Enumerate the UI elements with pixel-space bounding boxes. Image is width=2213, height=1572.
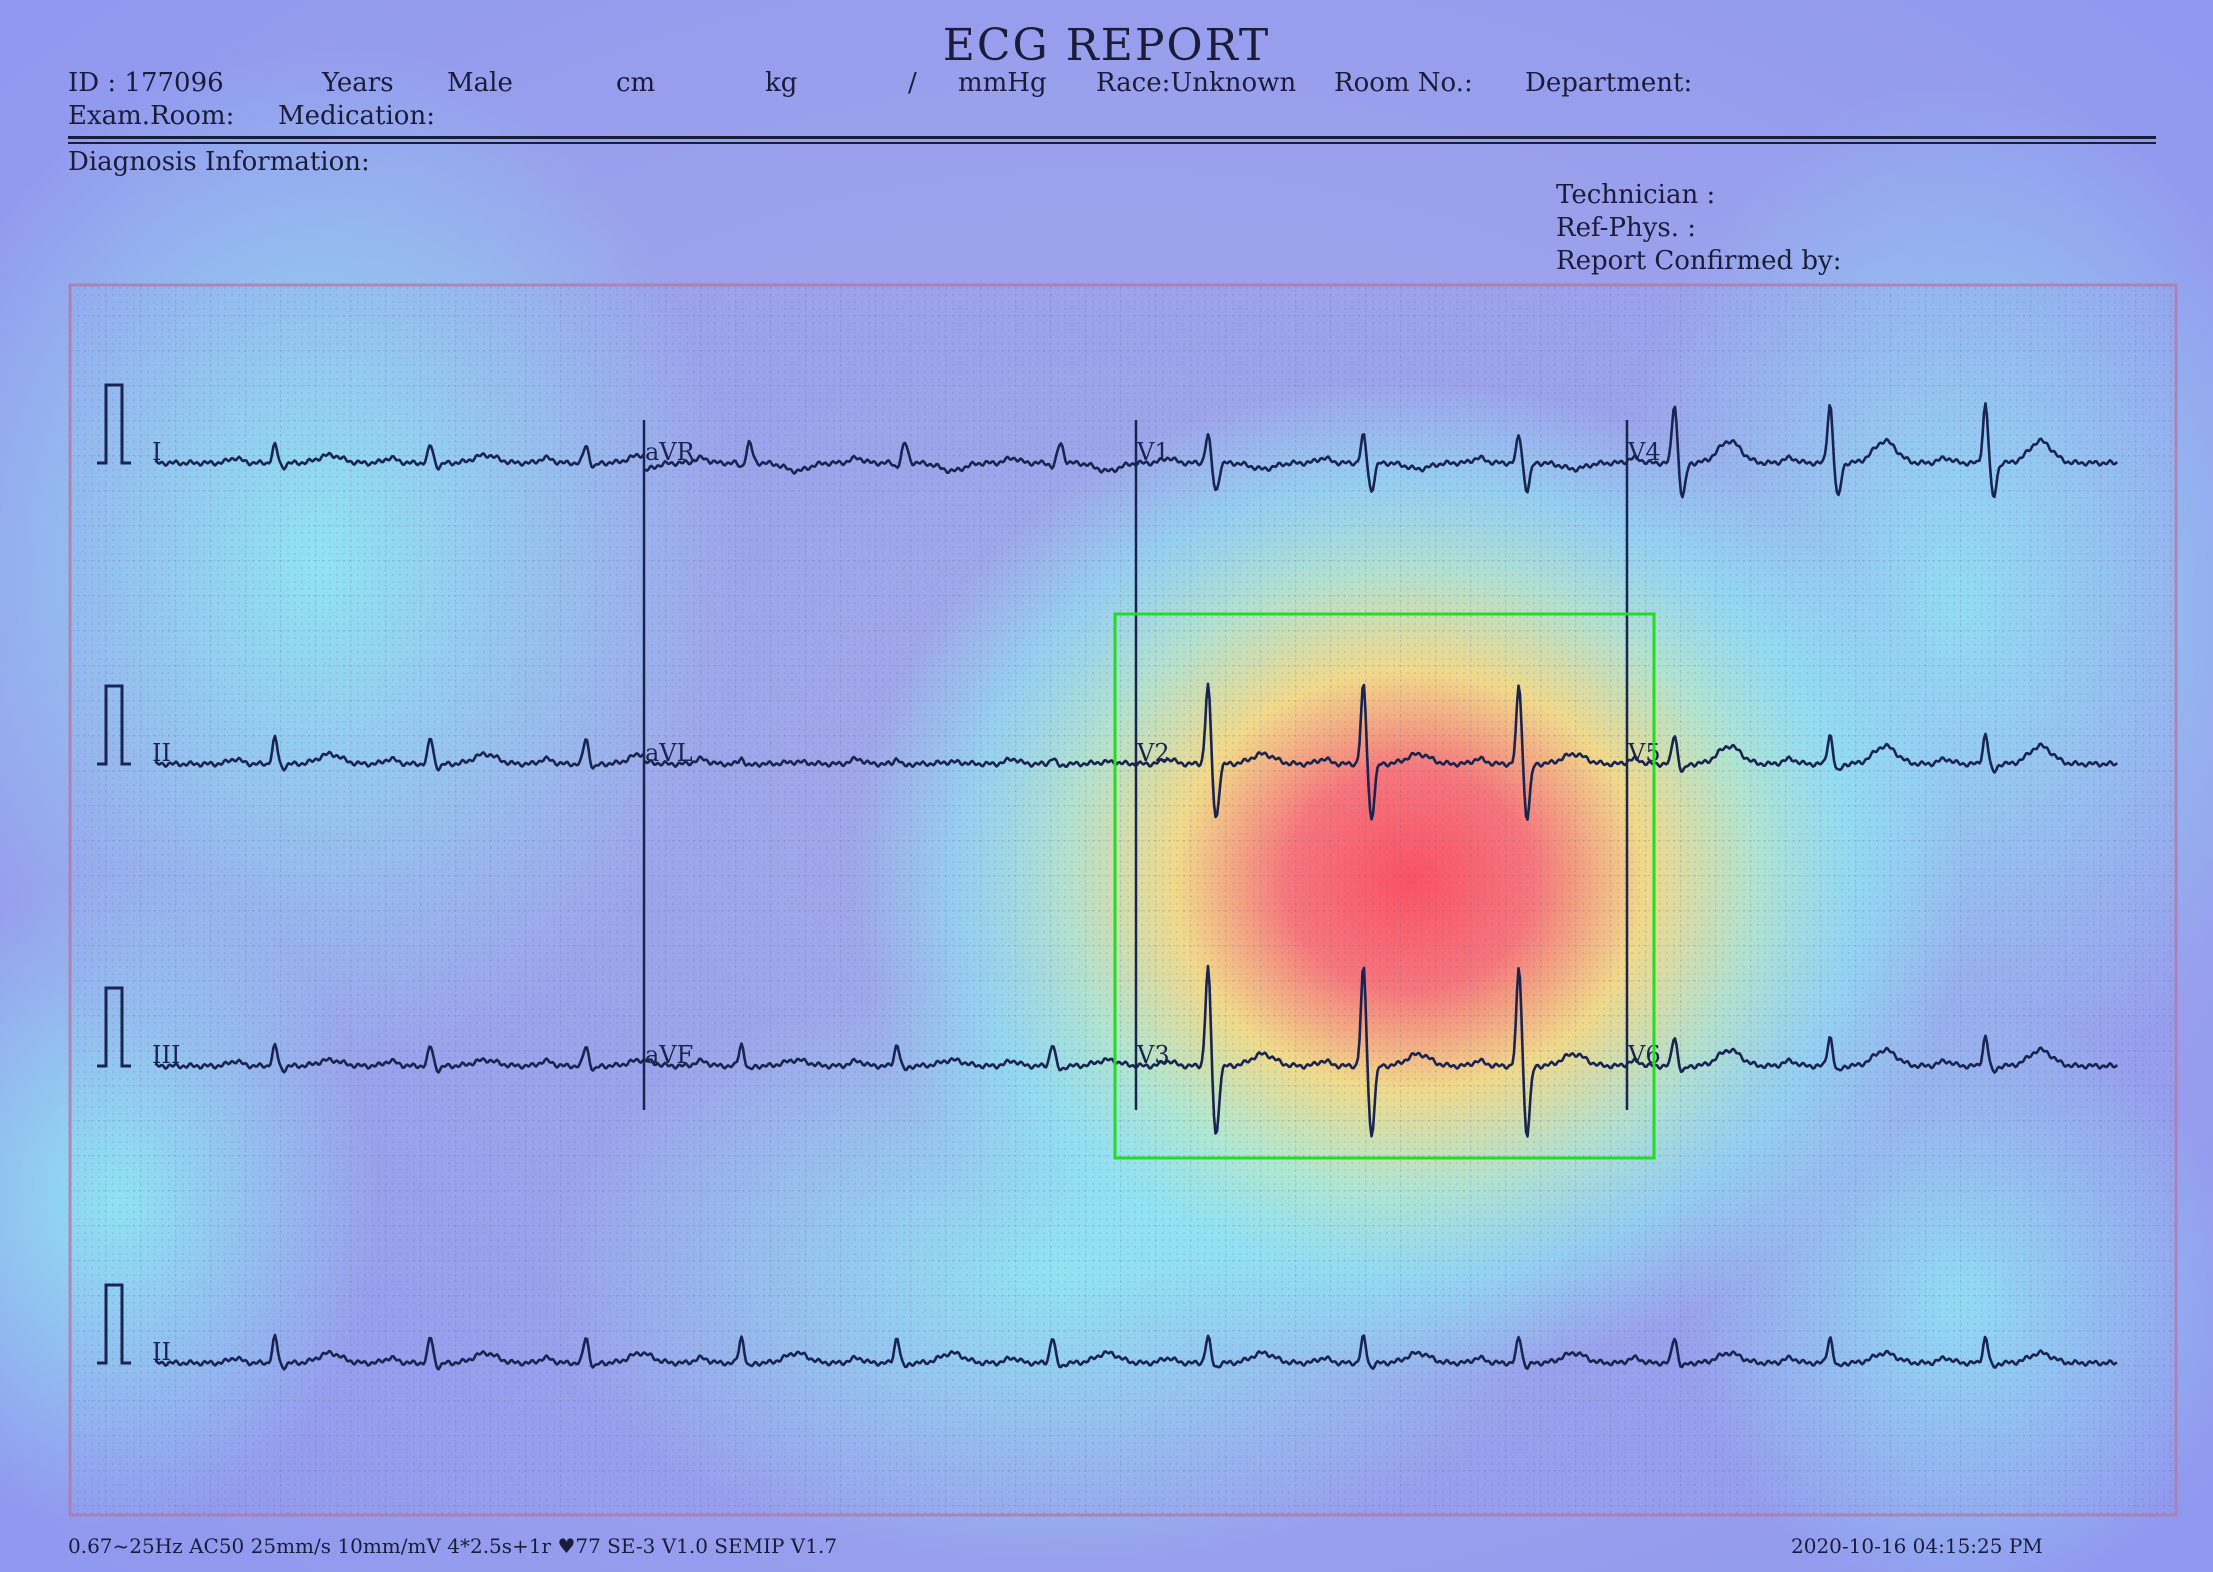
lead-trace-v2 xyxy=(1135,682,1628,821)
lead-trace-v5 xyxy=(1625,732,2118,774)
lead-label: V1 xyxy=(1136,438,1170,466)
technician-label: Technician : xyxy=(1556,180,1716,210)
department: Department: xyxy=(1525,68,1693,98)
race: Race:Unknown xyxy=(1096,68,1297,98)
lead-label: V6 xyxy=(1627,1041,1661,1069)
exam-room: Exam.Room: xyxy=(68,101,235,131)
report-confirmed-label: Report Confirmed by: xyxy=(1556,246,1842,276)
patient-id: ID : 177096 xyxy=(68,68,224,98)
bp-unit: mmHg xyxy=(958,68,1047,98)
calibration-pulse xyxy=(97,986,131,1068)
calibration-pulse xyxy=(97,684,131,766)
calibration-pulse xyxy=(97,383,131,465)
calibration-pulses xyxy=(97,383,131,1365)
report-timestamp: 2020-10-16 04:15:25 PM xyxy=(1791,1534,2043,1558)
lead-label: V2 xyxy=(1136,739,1170,767)
lead-label: V3 xyxy=(1136,1041,1170,1069)
lead-trace-iii xyxy=(154,1042,645,1074)
diagnosis-label: Diagnosis Information: xyxy=(68,147,370,177)
highlight-box xyxy=(1113,612,1656,1160)
lead-trace-avr xyxy=(643,439,1137,475)
height-unit: cm xyxy=(616,68,656,98)
lead-label: I xyxy=(152,438,161,466)
report-title: ECG REPORT xyxy=(942,20,1271,71)
lead-label: aVL xyxy=(645,739,693,767)
weight-unit: kg xyxy=(765,68,798,98)
lead-trace-ii xyxy=(154,734,645,772)
lead-trace-avl xyxy=(643,755,1137,768)
header-divider-top xyxy=(68,136,2156,139)
header-divider-bottom xyxy=(68,142,2156,144)
lead-label: II xyxy=(152,739,171,767)
calibration-pulse xyxy=(97,1283,131,1365)
lead-label: aVR xyxy=(645,438,696,466)
lead-label: V5 xyxy=(1627,739,1661,767)
lead-trace-avf xyxy=(643,1042,1137,1072)
medication: Medication: xyxy=(278,101,435,131)
ref-phys-label: Ref-Phys. : xyxy=(1556,213,1697,243)
lead-trace-i xyxy=(154,441,645,471)
bp-separator: / xyxy=(908,68,917,98)
rhythm-strip-trace xyxy=(154,1333,2118,1371)
lead-trace-v6 xyxy=(1625,1034,2118,1074)
sex: Male xyxy=(447,68,513,98)
lead-label: aVF xyxy=(645,1041,693,1069)
lead-label: V4 xyxy=(1627,438,1661,466)
acquisition-settings: 0.67~25Hz AC50 25mm/s 10mm/mV 4*2.5s+1r … xyxy=(68,1534,838,1558)
lead-label: III xyxy=(152,1041,180,1069)
room-number: Room No.: xyxy=(1334,68,1473,98)
lead-trace-v3 xyxy=(1135,964,1628,1138)
lead-trace-v4 xyxy=(1625,402,2118,499)
lead-trace-v1 xyxy=(1135,433,1628,494)
lead-traces xyxy=(154,402,2118,1371)
age-unit: Years xyxy=(322,68,394,98)
lead-label: II xyxy=(152,1338,171,1366)
